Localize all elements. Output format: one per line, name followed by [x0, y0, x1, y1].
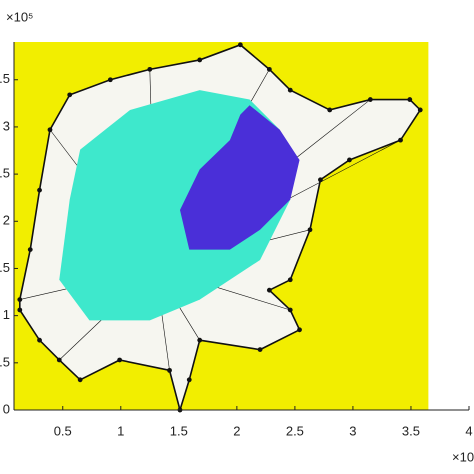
mesh-node: [237, 42, 243, 48]
y-tick-label: 1.5: [0, 260, 10, 275]
mesh-node: [117, 357, 123, 363]
mesh-node: [37, 337, 42, 343]
mesh-node: [257, 347, 263, 353]
x-tick-label: 1.5: [170, 423, 188, 438]
mesh-node: [266, 287, 272, 293]
mesh-node: [197, 57, 203, 63]
x-tick-label: 0.5: [54, 423, 72, 438]
mesh-node: [77, 377, 83, 383]
mesh-node: [27, 247, 33, 252]
y-tick-label: 2: [3, 213, 10, 228]
mesh-node: [318, 177, 323, 183]
x-tick-label: 1: [117, 423, 124, 438]
y-tick-label: 3.5: [0, 71, 10, 86]
mesh-node: [67, 92, 73, 98]
y-exponent: ×10⁵: [6, 9, 33, 24]
mesh-node: [297, 327, 302, 333]
mesh-node: [107, 77, 113, 83]
x-tick-label: 2.5: [286, 423, 304, 438]
y-tick-label: 1: [3, 307, 10, 322]
x-tick-label: 3: [349, 423, 356, 438]
mesh-node: [327, 107, 333, 113]
x-exponent: ×10⁵: [452, 449, 474, 464]
mesh-node: [17, 307, 23, 313]
x-tick-label: 3.5: [402, 423, 420, 438]
y-tick-label: 2.5: [0, 166, 10, 181]
mesh-node: [197, 337, 203, 343]
mesh-node: [407, 97, 413, 102]
y-tick-label: 3: [3, 118, 10, 133]
mesh-node: [347, 157, 352, 163]
mesh-node: [47, 127, 53, 133]
x-tick-label: 4: [465, 423, 472, 438]
mesh-node: [287, 87, 293, 93]
x-tick-label: 2: [233, 423, 240, 438]
y-tick-label: 0.5: [0, 354, 10, 369]
mesh-node: [417, 107, 423, 113]
mesh-node: [186, 377, 192, 383]
mesh-node: [37, 187, 42, 193]
mesh-node: [287, 277, 293, 283]
y-tick-label: 0: [3, 401, 10, 416]
mesh-node: [167, 367, 172, 373]
region: [179, 105, 300, 250]
